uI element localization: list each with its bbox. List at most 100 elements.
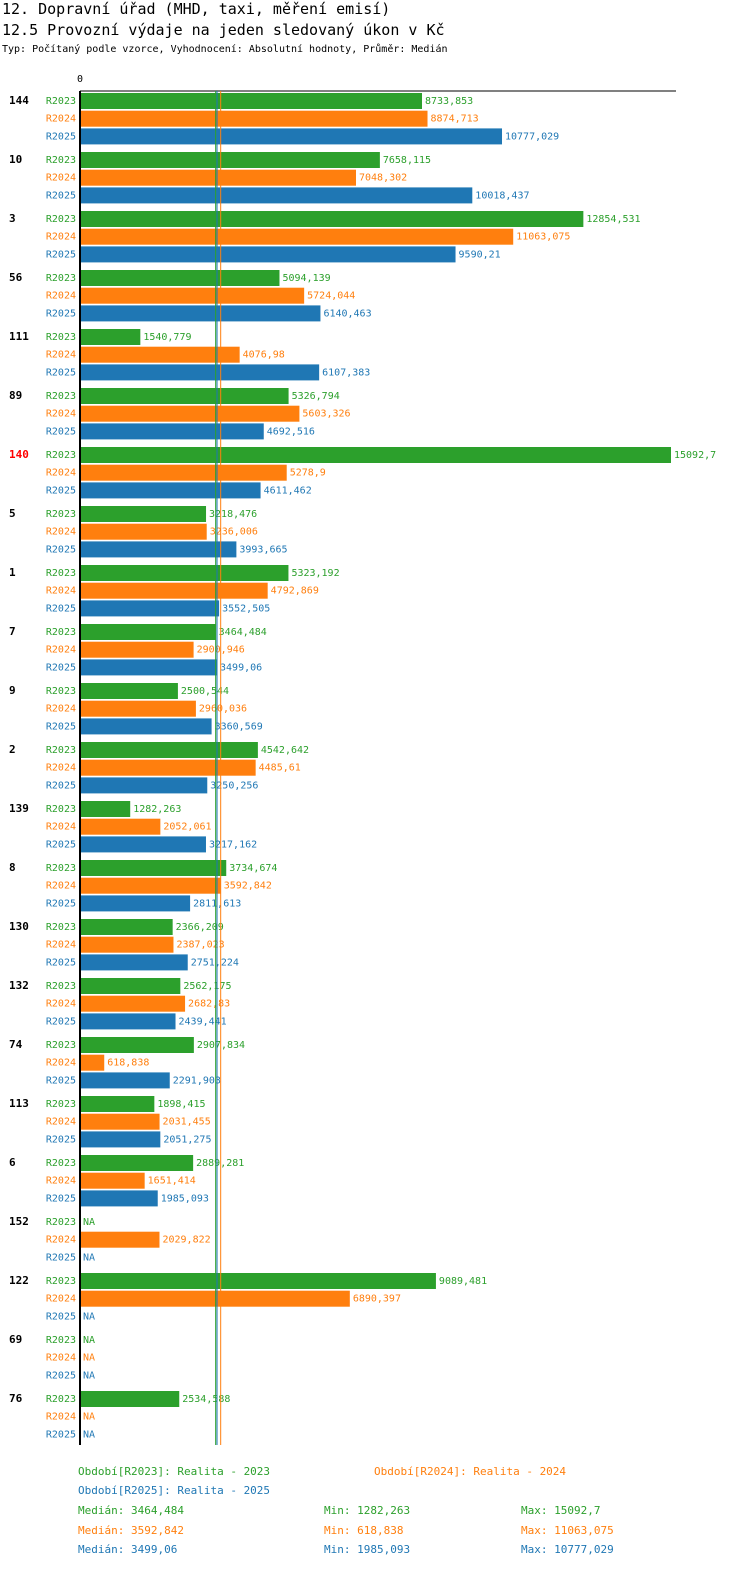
bar xyxy=(80,836,206,853)
data-label: 6140,463 xyxy=(323,308,371,319)
series-row-label: R2023 xyxy=(46,214,76,225)
data-label: 2052,061 xyxy=(163,822,211,833)
data-label: 1540,779 xyxy=(143,332,191,343)
category-label: 8 xyxy=(9,861,16,874)
axis-zero-label: 0 xyxy=(77,74,83,85)
series-row-label: R2024 xyxy=(46,1117,76,1128)
legend-r2025: Období[R2025]: Realita - 2025 xyxy=(78,1484,271,1497)
data-label: NA xyxy=(83,1412,95,1423)
data-label: 5603,326 xyxy=(302,409,350,420)
series-row-label: R2024 xyxy=(46,1412,76,1423)
series-row-label: R2023 xyxy=(46,273,76,284)
data-label: 3993,665 xyxy=(239,544,287,555)
bar xyxy=(80,1113,160,1130)
stat-min-r2025: Min: 1985,093 xyxy=(324,1543,411,1556)
data-label: 2031,455 xyxy=(163,1117,211,1128)
series-row-label: R2025 xyxy=(46,131,76,142)
bar xyxy=(80,1273,436,1289)
bar xyxy=(80,405,300,422)
series-row-label: R2024 xyxy=(46,704,76,715)
category-label: 7 xyxy=(9,625,16,638)
series-row-label: R2025 xyxy=(46,780,76,791)
series-row-label: R2025 xyxy=(46,662,76,673)
series-row-label: R2025 xyxy=(46,1016,76,1027)
series-row-label: R2025 xyxy=(46,1075,76,1086)
series-row-label: R2025 xyxy=(46,1134,76,1145)
series-row-label: R2023 xyxy=(46,1158,76,1169)
category-label: 56 xyxy=(9,271,23,284)
bar xyxy=(80,1131,161,1148)
bar xyxy=(80,305,321,322)
data-label: 11063,075 xyxy=(516,232,570,243)
category-label: 152 xyxy=(9,1215,29,1228)
data-label: 2960,036 xyxy=(199,704,247,715)
bar xyxy=(80,541,237,558)
category-label: 122 xyxy=(9,1274,29,1287)
bar xyxy=(80,895,191,912)
data-label: 2051,275 xyxy=(163,1134,211,1145)
series-row-label: R2025 xyxy=(46,249,76,260)
data-label: 6107,383 xyxy=(322,367,370,378)
category-label: 2 xyxy=(9,743,16,756)
stat-min-r2024: Min: 618,838 xyxy=(324,1524,404,1537)
series-row-label: R2025 xyxy=(46,426,76,437)
data-label: NA xyxy=(83,1429,95,1440)
chart-subtitle: 12.5 Provozní výdaje na jeden sledovaný … xyxy=(2,21,445,39)
series-row-label: R2024 xyxy=(46,232,76,243)
data-label: NA xyxy=(83,1335,95,1346)
category-label: 139 xyxy=(9,802,29,815)
series-row-label: R2024 xyxy=(46,1294,76,1305)
bar xyxy=(80,641,194,658)
series-row-label: R2024 xyxy=(46,586,76,597)
data-label: 1282,263 xyxy=(133,804,181,815)
bar xyxy=(80,624,216,640)
category-label: 76 xyxy=(9,1392,23,1405)
bar xyxy=(80,364,320,381)
series-row-label: R2025 xyxy=(46,839,76,850)
bar xyxy=(80,110,428,127)
series-row-label: R2024 xyxy=(46,468,76,479)
data-label: 5278,9 xyxy=(290,468,326,479)
data-label: 9089,481 xyxy=(439,1276,487,1287)
bar xyxy=(80,978,181,994)
series-row-label: R2025 xyxy=(46,1311,76,1322)
data-label: 3734,674 xyxy=(229,863,277,874)
series-row-label: R2023 xyxy=(46,96,76,107)
category-label: 111 xyxy=(9,330,29,343)
bar xyxy=(80,1072,170,1089)
series-row-label: R2024 xyxy=(46,1235,76,1246)
data-label: NA xyxy=(83,1252,95,1263)
data-label: 2562,175 xyxy=(183,981,231,992)
bar xyxy=(80,423,264,440)
bar xyxy=(80,1096,155,1112)
series-row-label: R2023 xyxy=(46,450,76,461)
category-label: 132 xyxy=(9,979,29,992)
bar xyxy=(80,1190,158,1207)
series-row-label: R2025 xyxy=(46,898,76,909)
series-row-label: R2024 xyxy=(46,940,76,951)
bar xyxy=(80,187,473,204)
series-row-label: R2024 xyxy=(46,114,76,125)
data-label: NA xyxy=(83,1311,95,1322)
data-label: 2682,83 xyxy=(188,999,230,1010)
data-label: 3236,006 xyxy=(210,527,258,538)
data-label: 4611,462 xyxy=(264,485,312,496)
category-label: 89 xyxy=(9,389,22,402)
data-label: 2387,023 xyxy=(176,940,224,951)
series-row-label: R2023 xyxy=(46,1040,76,1051)
category-label: 1 xyxy=(9,566,16,579)
series-row-label: R2024 xyxy=(46,999,76,1010)
data-label: 15092,7 xyxy=(674,450,716,461)
series-row-label: R2023 xyxy=(46,686,76,697)
series-row-label: R2023 xyxy=(46,509,76,520)
series-row-label: R2025 xyxy=(46,1252,76,1263)
data-label: 3499,06 xyxy=(220,662,262,673)
bar xyxy=(80,287,305,304)
bar xyxy=(80,1290,350,1307)
series-row-label: R2024 xyxy=(46,645,76,656)
bar xyxy=(80,954,188,971)
data-label: 5094,139 xyxy=(282,273,330,284)
data-label: 7048,302 xyxy=(359,173,407,184)
data-label: 618,838 xyxy=(107,1058,149,1069)
category-label: 9 xyxy=(9,684,16,697)
